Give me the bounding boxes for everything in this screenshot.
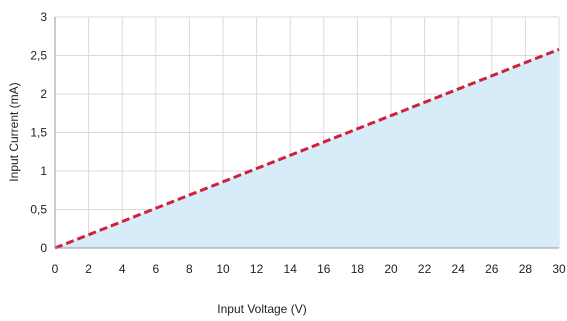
x-tick-label: 6 (152, 262, 159, 276)
y-tick-label: 2 (40, 87, 47, 101)
x-tick-label: 28 (519, 262, 533, 276)
x-tick-label: 8 (186, 262, 193, 276)
y-tick-label: 1,5 (30, 126, 47, 140)
y-tick-label: 0 (40, 241, 47, 255)
x-tick-label: 18 (351, 262, 365, 276)
x-tick-label: 24 (452, 262, 466, 276)
x-tick-label: 26 (485, 262, 499, 276)
y-tick-label: 3 (40, 10, 47, 24)
x-tick-label: 2 (85, 262, 92, 276)
series-line-layer (54, 47, 560, 250)
series-line (54, 47, 560, 250)
x-tick-label: 14 (284, 262, 298, 276)
y-tick-label: 0,5 (30, 203, 47, 217)
x-tick-label: 4 (119, 262, 126, 276)
y-tick-labels: 0 0,5 1 1,5 2 2,5 3 (30, 10, 47, 255)
axes (54, 17, 559, 249)
x-tick-labels: 0 2 4 6 8 10 12 14 16 18 20 22 24 26 28 30 (52, 262, 566, 276)
y-axis-label: Input Current (mA) (7, 82, 21, 181)
x-axis-label: Input Voltage (V) (217, 302, 306, 316)
x-tick-label: 0 (52, 262, 59, 276)
x-tick-label: 20 (384, 262, 398, 276)
x-tick-label: 16 (317, 262, 331, 276)
x-tick-label: 10 (216, 262, 230, 276)
y-tick-label: 1 (40, 164, 47, 178)
x-tick-label: 22 (418, 262, 432, 276)
x-tick-label: 30 (552, 262, 566, 276)
y-tick-label: 2,5 (30, 49, 47, 63)
x-tick-label: 12 (250, 262, 264, 276)
